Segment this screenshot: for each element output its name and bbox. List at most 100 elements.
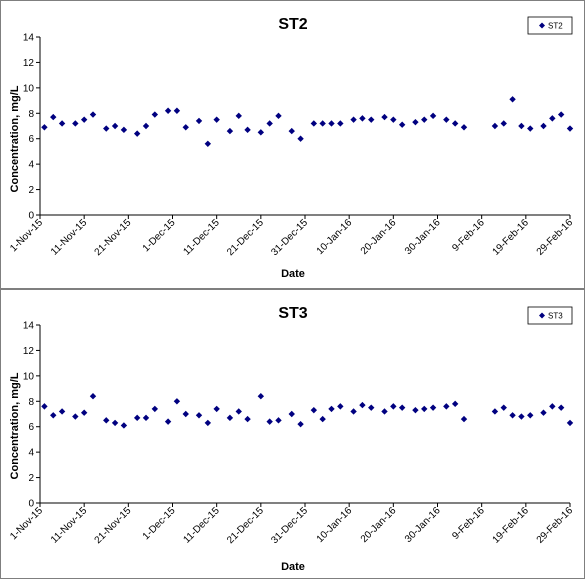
data-point: [398, 404, 406, 411]
data-point: [133, 414, 141, 422]
data-point: [549, 403, 556, 410]
legend-marker: [539, 22, 545, 29]
data-point: [164, 107, 172, 114]
data-point: [443, 403, 450, 410]
y-tick-label: 0: [28, 499, 34, 510]
x-tick-label: 11-Nov-15: [49, 505, 90, 546]
x-axis-title: Date: [281, 561, 305, 573]
data-point: [460, 415, 468, 423]
data-point: [103, 417, 110, 424]
data-point: [257, 129, 265, 136]
data-point: [244, 126, 251, 134]
data-point: [443, 116, 450, 123]
data-point: [509, 96, 516, 103]
data-point: [328, 405, 335, 413]
ticks: 0 2 4 6 8 10 12 14 1-Nov-15 11-Nov-15 21-Nov-15 1-D…: [8, 33, 575, 259]
data-point: [566, 125, 574, 132]
y-tick-label: 6: [28, 422, 34, 433]
data-point: [103, 125, 110, 132]
x-tick-label: 1-Dec-15: [141, 505, 178, 542]
chart-title: ST2: [278, 16, 307, 33]
data-point: [421, 405, 428, 413]
x-tick-label: 21-Dec-15: [225, 505, 266, 546]
y-tick-label: 12: [23, 346, 35, 357]
legend-box: [527, 16, 573, 35]
data-point: [328, 120, 335, 127]
data-point: [350, 116, 357, 123]
data-point: [297, 420, 304, 428]
data-point: [133, 130, 141, 137]
data-point: [111, 419, 119, 427]
data-point: [509, 412, 516, 419]
data-point: [142, 122, 150, 130]
data-point: [460, 124, 468, 131]
data-point: [288, 410, 295, 418]
legend: ST3: [527, 306, 573, 325]
data-point: [142, 414, 150, 422]
axes: [39, 325, 570, 504]
data-point: [381, 408, 388, 415]
data-point: [451, 400, 459, 408]
chart-st2: ST2 ST2 Concentration, mg/L Date 0 2 4 6 8 10…: [8, 16, 575, 280]
x-tick-label: 11-Nov-15: [49, 217, 90, 258]
data-point: [213, 405, 220, 413]
data-point: [226, 127, 234, 135]
axes: [39, 37, 570, 216]
data-point: [226, 414, 234, 422]
data-point: [213, 116, 220, 123]
data-point: [58, 120, 66, 127]
data-point: [310, 120, 318, 127]
y-tick-label: 8: [28, 109, 34, 120]
data-point: [491, 408, 499, 415]
y-tick-label: 10: [23, 371, 35, 382]
data-point: [500, 120, 507, 127]
data-point: [540, 409, 547, 416]
data-point: [204, 419, 212, 427]
x-tick-label: 19-Feb-16: [491, 505, 532, 546]
data-point: [182, 410, 189, 418]
x-tick-label: 9-Feb-16: [450, 505, 487, 542]
y-tick-label: 6: [28, 134, 34, 145]
data-point: [41, 124, 48, 131]
data-point: [491, 122, 499, 130]
data-point: [257, 393, 265, 400]
data-point: [173, 398, 181, 405]
y-tick-label: 2: [28, 473, 34, 484]
data-point: [359, 401, 366, 409]
x-tick-label: 29-Feb-16: [535, 217, 576, 258]
x-tick-label: 20-Jan-16: [359, 505, 399, 545]
data-point: [549, 115, 556, 122]
data-point: [310, 406, 318, 414]
x-tick-label: 19-Feb-16: [491, 217, 532, 258]
data-point: [421, 116, 428, 123]
data-point: [390, 403, 397, 410]
data-point: [275, 417, 282, 424]
data-point: [429, 404, 437, 411]
data-point: [319, 415, 326, 423]
data-point: [151, 111, 159, 118]
data-point: [359, 115, 366, 122]
chart-st3: ST3 ST3 Concentration, mg/L Date 0 2 4 6 8 10…: [8, 305, 576, 573]
data-point: [398, 121, 406, 128]
y-tick-label: 4: [28, 160, 34, 171]
x-tick-label: 21-Nov-15: [93, 217, 134, 258]
data-point: [41, 403, 48, 410]
data-point: [164, 418, 172, 425]
y-tick-label: 14: [23, 321, 35, 332]
chart-title: ST3: [278, 305, 307, 322]
data-point: [390, 116, 397, 123]
y-tick-label: 0: [28, 211, 34, 222]
data-point: [111, 122, 119, 130]
data-point: [235, 408, 242, 415]
x-tick-label: 1-Nov-15: [8, 505, 45, 542]
legend-box: [527, 306, 573, 325]
y-tick-label: 4: [28, 448, 34, 459]
data-point: [50, 113, 57, 121]
data-points: [41, 393, 574, 429]
x-tick-label: 29-Feb-16: [535, 505, 576, 546]
x-tick-label: 10-Jan-16: [315, 217, 355, 257]
data-point: [275, 112, 282, 120]
data-point: [566, 419, 574, 427]
data-point: [350, 408, 357, 415]
